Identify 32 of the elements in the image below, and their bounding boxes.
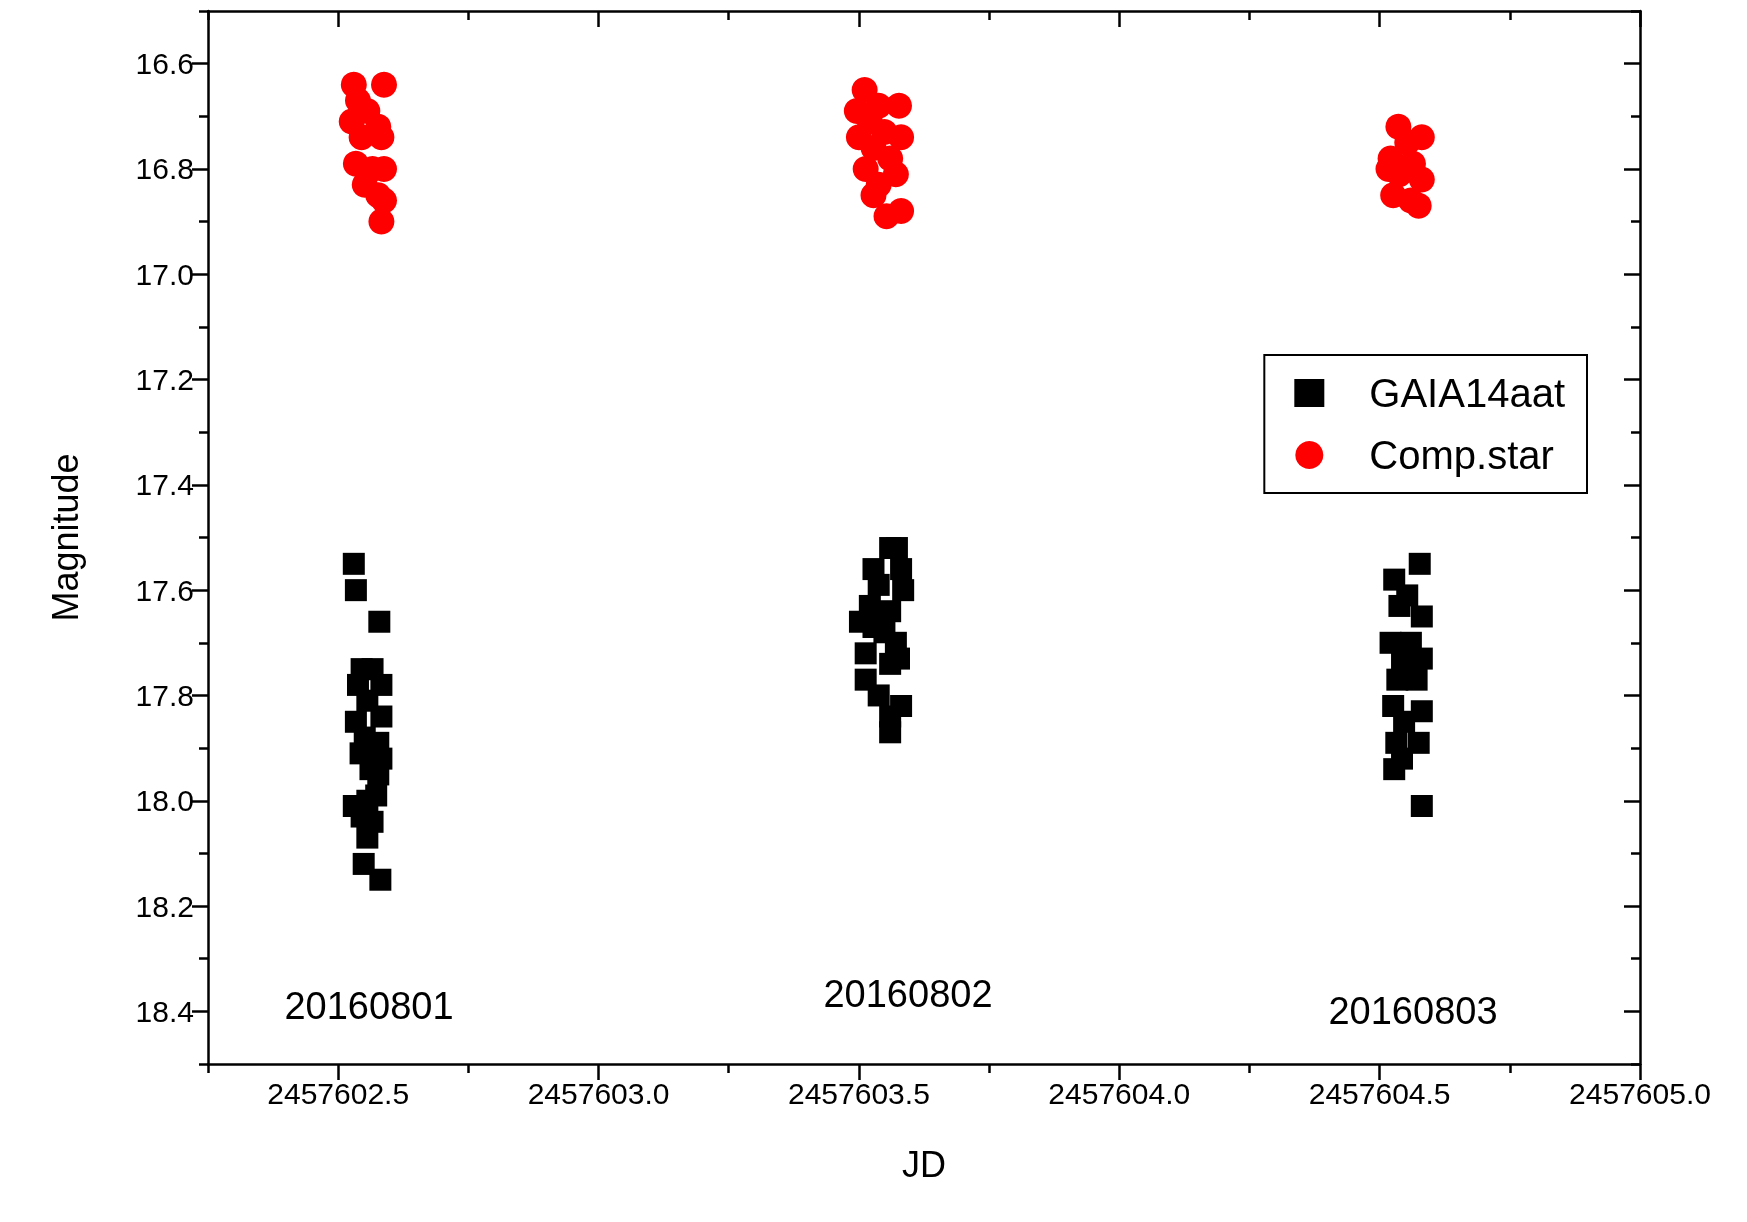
- x-tick-label: 2457604.0: [1048, 1076, 1191, 1110]
- y-tick-label: 16.8: [135, 152, 194, 186]
- y-tick-label: 17.0: [135, 257, 194, 291]
- x-tick-label: 2457602.5: [267, 1076, 410, 1110]
- legend-label: Comp.star: [1369, 433, 1554, 477]
- y-axis-title: Magnitude: [44, 453, 86, 622]
- y-tick-label: 17.6: [135, 573, 194, 607]
- point: [886, 92, 913, 119]
- annotation: 20160801: [284, 985, 454, 1027]
- legend-label: GAIA14aat: [1369, 371, 1565, 415]
- x-tick-label: 2457605.0: [1569, 1076, 1711, 1110]
- x-tick-label: 2457603.5: [788, 1076, 930, 1110]
- annotation: 20160802: [823, 973, 993, 1015]
- point: [873, 203, 900, 230]
- x-tick-label: 2457603.0: [527, 1076, 670, 1110]
- y-tick-label: 16.6: [135, 47, 194, 81]
- point: [1408, 166, 1435, 193]
- y-tick-label: 18.2: [135, 889, 194, 923]
- x-tick-label: 2457604.5: [1308, 1076, 1451, 1110]
- annotation: 20160803: [1328, 990, 1498, 1032]
- point: [860, 182, 887, 209]
- point: [371, 71, 398, 98]
- x-axis-title: JD: [902, 1143, 946, 1185]
- y-tick-label: 18.0: [135, 784, 194, 818]
- y-tick-label: 17.4: [135, 468, 194, 502]
- point: [371, 187, 398, 214]
- y-tick-label: 17.2: [135, 363, 194, 397]
- y-tick-label: 18.4: [135, 994, 194, 1028]
- point: [368, 208, 395, 235]
- point: [888, 124, 915, 151]
- point: [1405, 192, 1432, 219]
- y-tick-label: 17.8: [135, 678, 194, 712]
